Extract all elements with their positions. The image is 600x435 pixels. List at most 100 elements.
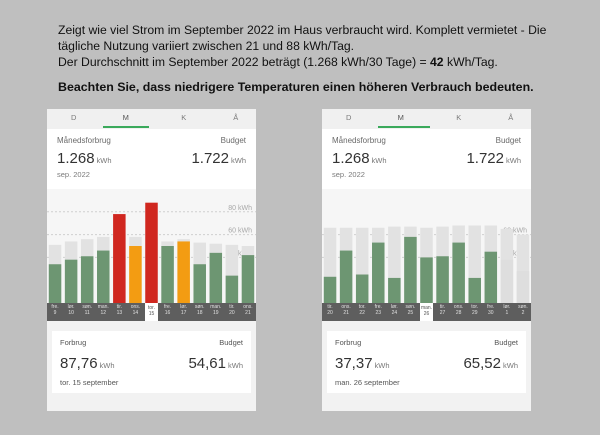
tab-quarter[interactable]: K xyxy=(181,113,187,122)
usage-bar[interactable] xyxy=(500,259,514,303)
usage-bar[interactable] xyxy=(339,250,353,303)
usage-bar[interactable] xyxy=(468,277,481,303)
usage-bar[interactable] xyxy=(177,241,190,303)
date-tick[interactable]: ons. 14 xyxy=(129,304,142,316)
date-tick-weekday: tor. xyxy=(148,305,155,311)
date-tick-weekday: søn. xyxy=(194,304,205,310)
usage-bar[interactable] xyxy=(64,259,78,303)
date-tick[interactable]: tor. 22 xyxy=(356,304,369,316)
usage-bar[interactable] xyxy=(323,276,337,303)
date-tick-day: 27 xyxy=(439,310,446,316)
date-tick[interactable]: søn. 18 xyxy=(193,304,206,316)
date-tick-day: 26 xyxy=(423,311,430,317)
day-usage-label: Forbrug xyxy=(60,338,87,347)
date-tick[interactable]: fre. 16 xyxy=(161,304,174,316)
tab-quarter[interactable]: K xyxy=(456,113,462,122)
usage-bar[interactable] xyxy=(436,256,449,303)
selected-day-date: man. 26 september xyxy=(335,378,400,387)
month-budget-label: Budget xyxy=(495,136,521,145)
date-tick[interactable]: tor. 29 xyxy=(468,304,481,316)
month-budget-value: 1.722 kWh xyxy=(191,150,246,167)
tab-year[interactable]: Å xyxy=(508,113,514,122)
date-tick[interactable]: man. 12 xyxy=(97,304,110,316)
usage-bar[interactable] xyxy=(161,246,174,303)
usage-bar[interactable] xyxy=(420,257,433,303)
left-app-panel: D M K Å Månedsforbrug Budget 1.268 kWh 1.… xyxy=(47,109,256,411)
date-tick[interactable]: søn. 11 xyxy=(81,304,94,316)
date-tick-weekday: man. xyxy=(210,304,222,310)
date-tick-day: 15 xyxy=(148,311,155,317)
usage-bar[interactable] xyxy=(225,275,239,303)
date-tick[interactable]: fre. 23 xyxy=(372,304,385,316)
period-label: sep. 2022 xyxy=(332,170,365,179)
date-tick-day: 18 xyxy=(196,310,203,316)
date-tick-weekday: fre. xyxy=(51,304,59,310)
date-tick[interactable]: søn. 2 xyxy=(516,304,529,316)
tab-day[interactable]: D xyxy=(346,113,352,122)
date-tick-day: 30 xyxy=(488,310,494,316)
date-tick[interactable]: man. 19 xyxy=(209,304,222,316)
gridline-label: 80 kWh xyxy=(228,205,252,212)
usage-bar[interactable] xyxy=(372,242,385,303)
usage-bar[interactable] xyxy=(48,264,62,303)
date-tick-weekday: man. xyxy=(420,305,433,311)
date-tick-weekday: søn. xyxy=(518,304,528,310)
date-tick[interactable]: tor. 15 xyxy=(145,303,158,321)
date-tick-weekday: ons. xyxy=(243,304,253,310)
date-tick[interactable]: ons. 21 xyxy=(340,304,353,316)
date-tick-day: 17 xyxy=(180,310,187,316)
usage-bar[interactable] xyxy=(193,264,206,303)
tab-day[interactable]: D xyxy=(71,113,77,122)
usage-bar[interactable] xyxy=(516,271,530,303)
usage-bar[interactable] xyxy=(241,255,255,303)
date-tick-weekday: lør. xyxy=(67,304,75,310)
date-tick-day: 20 xyxy=(327,310,333,316)
usage-bar[interactable] xyxy=(484,251,498,303)
date-tick[interactable]: fre. 9 xyxy=(49,304,62,316)
date-tick-weekday: ons. xyxy=(130,304,141,310)
date-tick-weekday: tir. xyxy=(116,304,122,310)
usage-bar[interactable] xyxy=(355,274,369,304)
usage-bar[interactable] xyxy=(80,256,94,303)
usage-bar[interactable] xyxy=(209,252,223,303)
date-tick[interactable]: lør. 24 xyxy=(388,304,401,316)
usage-bar[interactable] xyxy=(129,246,142,303)
tab-month[interactable]: M xyxy=(397,113,405,122)
caption-line2-prefix: Der Durchschnitt im September 2022 beträ… xyxy=(58,55,431,69)
chart-svg: 80 kWh 60 kWh 40 kWh xyxy=(47,202,256,303)
date-tick[interactable]: ons. 21 xyxy=(241,304,254,316)
date-tick[interactable]: man. 26 xyxy=(420,303,433,321)
usage-bar[interactable] xyxy=(388,277,401,303)
date-tick-weekday: fre. xyxy=(487,304,495,310)
usage-bar[interactable] xyxy=(97,250,110,303)
date-tick-day: 14 xyxy=(132,310,139,316)
tab-year[interactable]: Å xyxy=(233,113,239,122)
usage-bar[interactable] xyxy=(145,202,158,303)
chart-svg: 60 kWh 40 kWh xyxy=(322,225,531,304)
usage-bar[interactable] xyxy=(113,214,126,303)
date-tick[interactable]: lør. 17 xyxy=(177,304,190,316)
month-usage-value: 1.268 kWh xyxy=(332,150,387,167)
date-tick-day: 22 xyxy=(359,310,365,316)
date-tick[interactable]: fre. 30 xyxy=(484,304,497,316)
date-tick[interactable]: lør. 10 xyxy=(65,304,78,316)
date-tick[interactable]: lør. 1 xyxy=(500,304,513,316)
tab-underline xyxy=(103,126,149,128)
caption: Zeigt wie viel Strom im September 2022 i… xyxy=(58,22,588,95)
month-usage-label: Månedsforbrug xyxy=(332,136,386,145)
date-tick-weekday: lør. xyxy=(390,304,398,310)
period-tabs: D M K Å xyxy=(322,109,531,129)
usage-bar[interactable] xyxy=(452,242,465,303)
date-tick-weekday: ons. xyxy=(341,304,351,310)
date-tick[interactable]: søn. 25 xyxy=(404,304,417,316)
date-tick[interactable]: tir. 13 xyxy=(113,304,126,316)
date-tick[interactable]: tir. 27 xyxy=(436,304,449,316)
date-tick[interactable]: tir. 20 xyxy=(324,304,337,316)
date-tick[interactable]: ons. 28 xyxy=(452,304,465,316)
date-tick-weekday: tir. xyxy=(229,304,235,310)
usage-bar[interactable] xyxy=(404,236,417,303)
date-tick-weekday: ons. xyxy=(453,304,464,310)
tab-month[interactable]: M xyxy=(122,113,130,122)
date-tick-weekday: fre. xyxy=(374,304,382,310)
date-tick[interactable]: tir. 20 xyxy=(225,304,238,316)
